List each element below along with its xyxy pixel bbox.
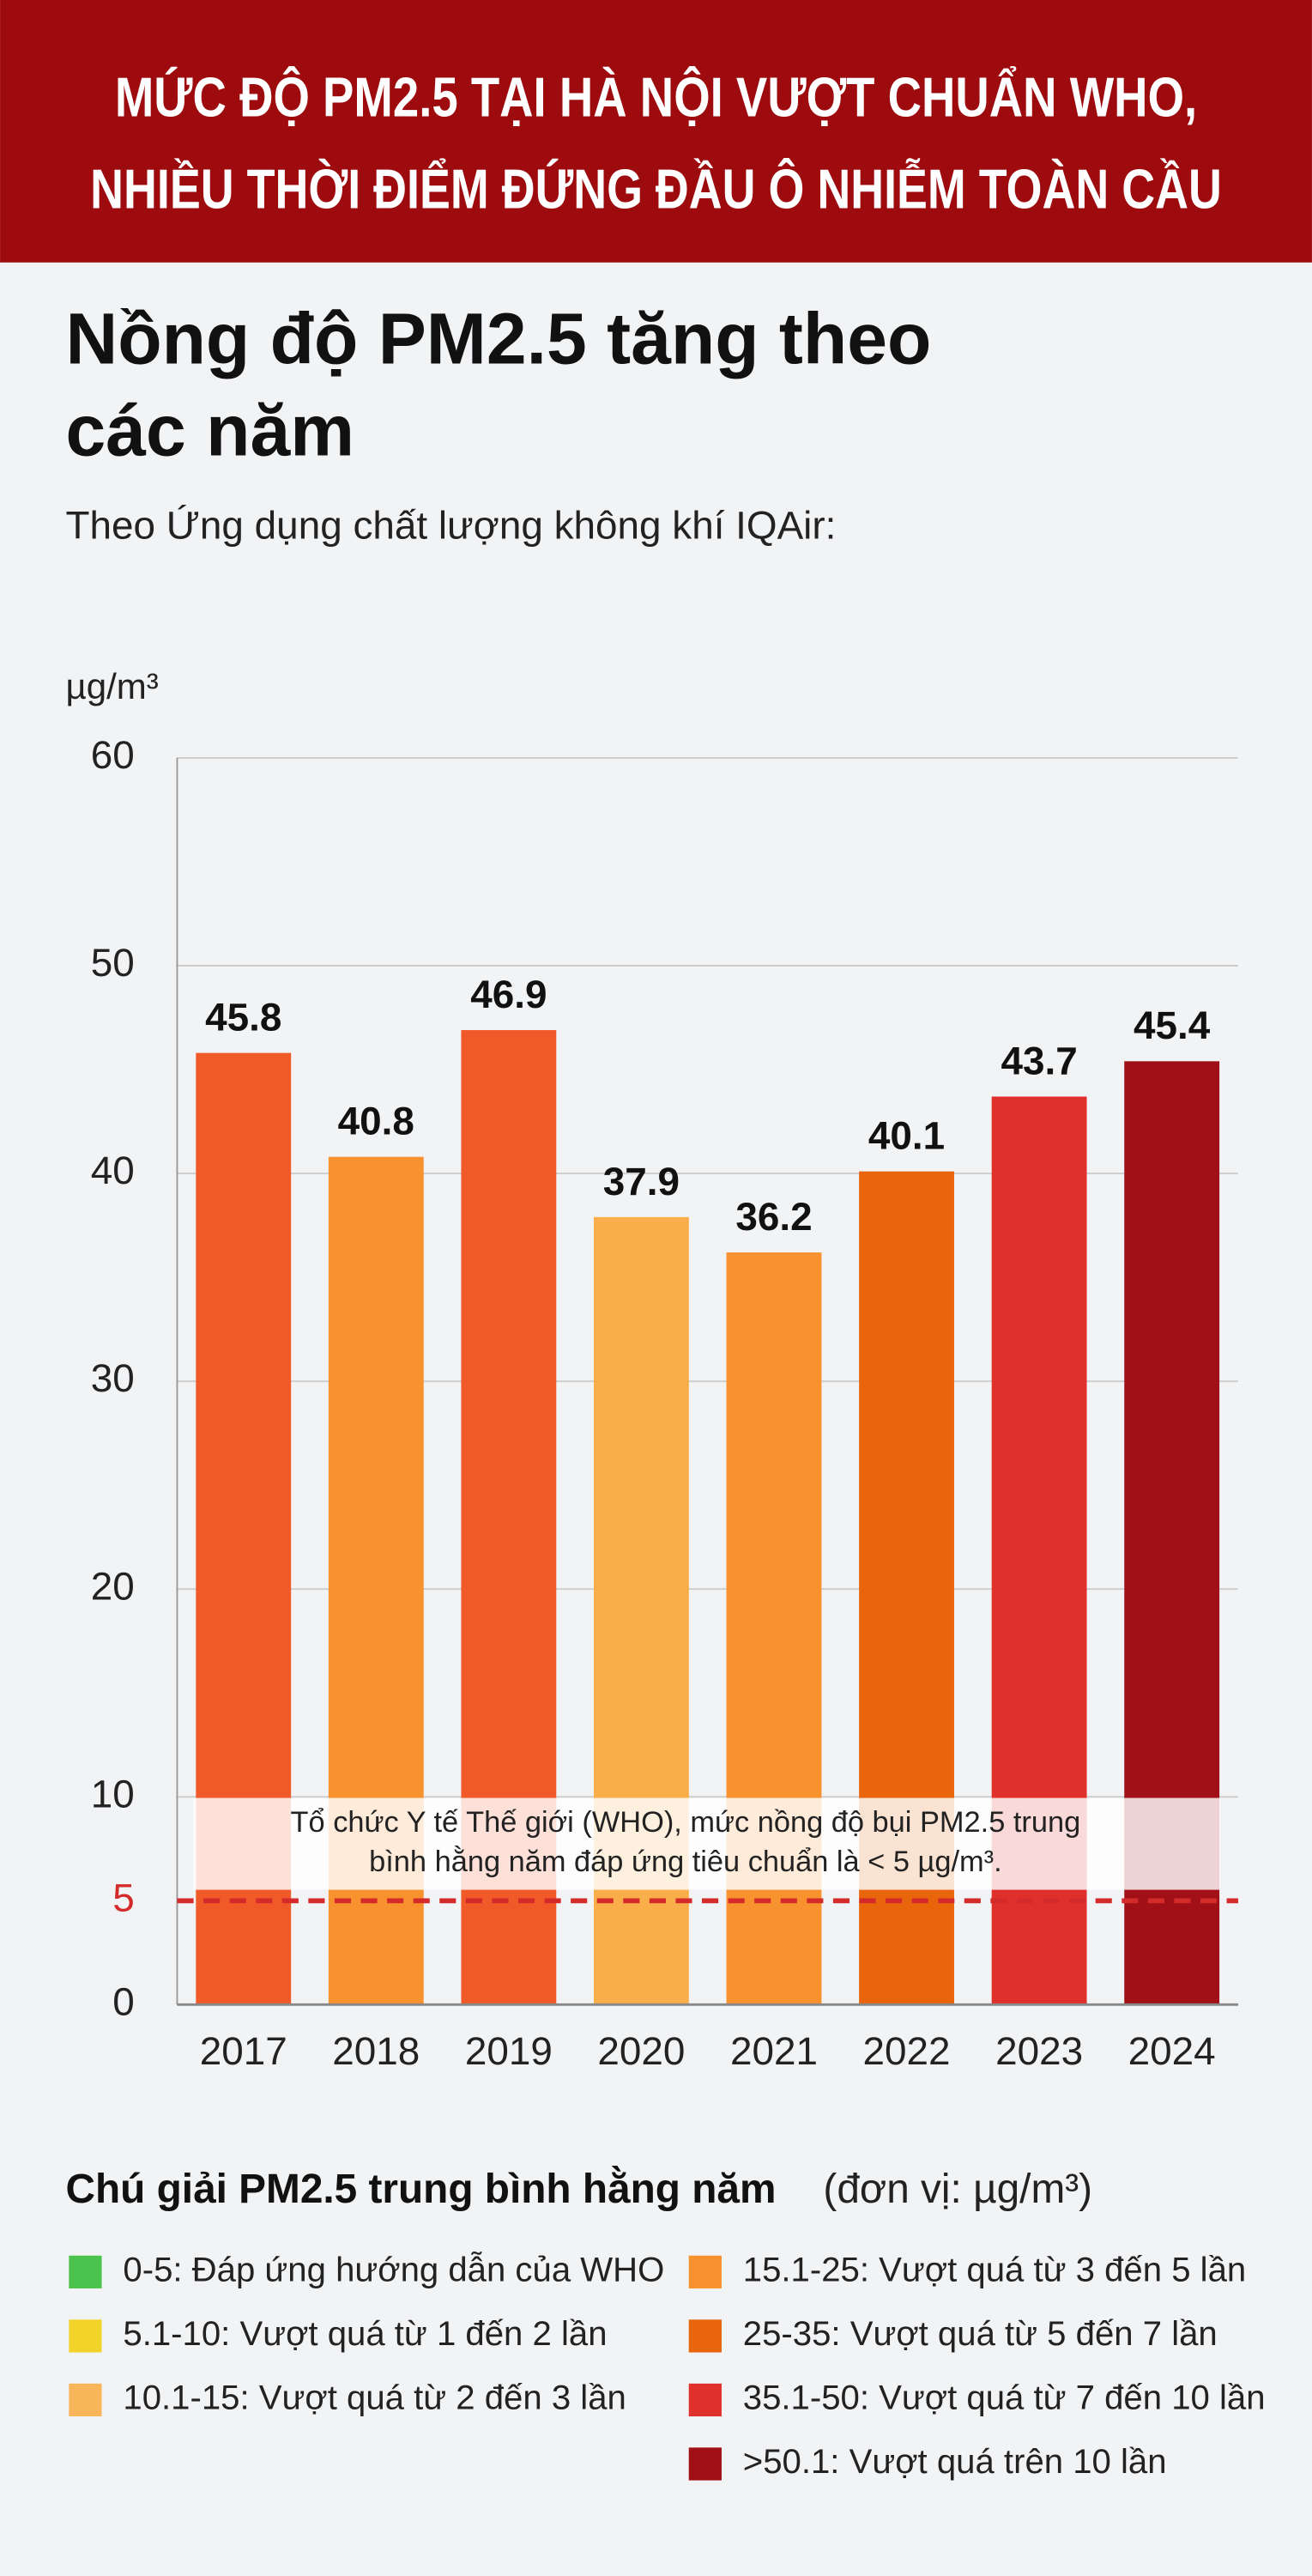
value-label: 40.8 <box>338 1099 414 1143</box>
y-tick-label: 0 <box>112 1979 135 2023</box>
legend-title: Chú giải PM2.5 trung bình hằng năm <box>66 2165 777 2212</box>
legend-label: 0-5: Đáp ứng hướng dẫn của WHO <box>123 2250 664 2288</box>
chart-title: các năm <box>66 391 355 471</box>
y-tick-label: 50 <box>91 940 135 985</box>
header-banner <box>0 0 1312 263</box>
x-tick-label: 2021 <box>730 2028 818 2073</box>
bar <box>726 1252 822 2005</box>
x-tick-label: 2022 <box>863 2028 951 2073</box>
y-axis-label: µg/m³ <box>66 666 159 706</box>
legend-swatch <box>69 2383 102 2417</box>
value-label: 45.4 <box>1134 1003 1211 1047</box>
x-tick-label: 2018 <box>332 2028 420 2073</box>
legend-unit: (đơn vị: µg/m³) <box>823 2167 1092 2212</box>
header-line: MỨC ĐỘ PM2.5 TẠI HÀ NỘI VƯỢT CHUẨN WHO, <box>115 66 1197 129</box>
value-label: 36.2 <box>735 1194 812 1239</box>
subtitle: Theo Ứng dụng chất lượng không khí IQAir… <box>66 502 837 547</box>
y-tick-label: 20 <box>91 1563 135 1608</box>
x-tick-label: 2017 <box>200 2028 287 2073</box>
value-label: 40.1 <box>868 1113 945 1158</box>
header-line: NHIỀU THỜI ĐIỂM ĐỨNG ĐẦU Ô NHIỄM TOÀN CẦ… <box>90 158 1222 221</box>
legend-label: >50.1: Vượt quá trên 10 lần <box>743 2442 1167 2481</box>
x-tick-label: 2023 <box>995 2028 1083 2073</box>
legend-label: 25-35: Vượt quá từ 5 đến 7 lần <box>743 2314 1218 2353</box>
legend-label: 15.1-25: Vượt quá từ 3 đến 5 lần <box>743 2250 1246 2288</box>
legend-swatch <box>688 2255 722 2288</box>
legend-label: 35.1-50: Vượt quá từ 7 đến 10 lần <box>743 2379 1266 2417</box>
annotation: Tổ chức Y tế Thế giới (WHO), mức nồng độ… <box>291 1806 1081 1839</box>
legend-swatch <box>69 2255 102 2288</box>
x-tick-label: 2019 <box>465 2028 553 2073</box>
legend-swatch <box>688 2447 722 2481</box>
y-tick-label: 5 <box>112 1875 135 1919</box>
y-tick-label: 60 <box>91 732 135 777</box>
annotation: bình hằng năm đáp ứng tiêu chuẩn là < 5 … <box>369 1845 1002 1878</box>
x-tick-label: 2020 <box>597 2028 685 2073</box>
legend-label: 5.1-10: Vượt quá từ 1 đến 2 lần <box>123 2314 607 2353</box>
legend-label: 10.1-15: Vượt quá từ 2 đến 3 lần <box>123 2379 626 2417</box>
y-tick-label: 30 <box>91 1355 135 1400</box>
value-label: 46.9 <box>470 972 547 1016</box>
value-label: 37.9 <box>603 1159 680 1203</box>
value-label: 45.8 <box>205 995 281 1039</box>
x-tick-label: 2024 <box>1128 2028 1216 2073</box>
annotation-box <box>193 1797 1220 1890</box>
legend-swatch <box>69 2319 102 2353</box>
legend-swatch <box>688 2319 722 2353</box>
y-tick-label: 40 <box>91 1148 135 1192</box>
value-label: 43.7 <box>1001 1038 1077 1082</box>
chart-title: Nồng độ PM2.5 tăng theo <box>66 299 932 379</box>
legend-swatch <box>688 2383 722 2417</box>
y-tick-label: 10 <box>91 1771 135 1815</box>
